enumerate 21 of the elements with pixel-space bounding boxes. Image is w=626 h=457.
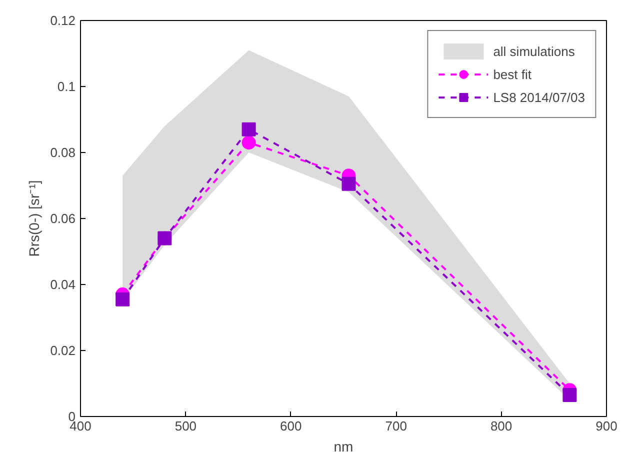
point	[562, 388, 577, 402]
point	[342, 176, 356, 191]
x-tick-label: 700	[385, 418, 407, 434]
y-axis-title: Rrs(0-) [sr⁻¹]	[26, 180, 42, 257]
y-tick-label: 0.02	[50, 343, 76, 358]
x-tick-label: 800	[490, 418, 512, 434]
x-tick-label: 500	[174, 418, 197, 434]
point	[242, 136, 256, 150]
y-tick-label: 0.12	[50, 13, 76, 28]
y-tick-label: 0.06	[50, 211, 76, 226]
x-tick-label: 600	[280, 418, 302, 434]
x-axis-title: nm	[334, 438, 354, 454]
legend-label: all simulations	[493, 44, 575, 58]
y-tick-label: 0.08	[50, 145, 76, 160]
legend-label: LS8 2014/07/03	[493, 90, 585, 104]
x-tick-label: 900	[596, 418, 618, 434]
point	[242, 122, 256, 136]
legend-label: best fit	[493, 66, 532, 82]
y-tick-label: 0.1	[57, 79, 76, 94]
y-tick-label: 0.04	[50, 277, 76, 292]
point	[116, 292, 130, 306]
